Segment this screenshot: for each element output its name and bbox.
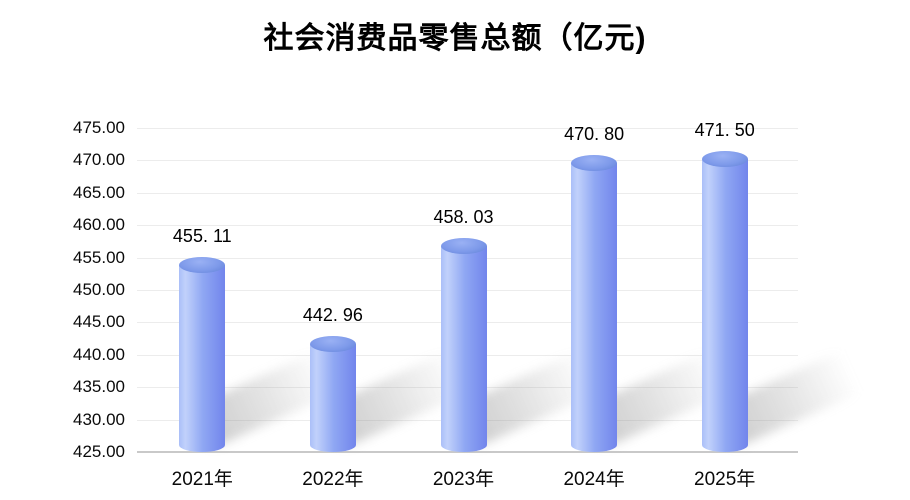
chart-title: 社会消费品零售总额（亿元) — [263, 22, 647, 55]
value-label-2024年: 470. 80 — [564, 124, 625, 145]
gridline — [137, 192, 798, 194]
y-axis-tick-label: 440.00 — [73, 344, 125, 364]
x-axis-line — [137, 451, 798, 453]
bar-2022年 — [309, 343, 356, 452]
y-axis-tick-label: 435.00 — [73, 377, 125, 397]
y-axis-tick-label: 450.00 — [73, 280, 125, 299]
bar-2024年 — [571, 163, 618, 452]
y-axis-tick-label: 455.00 — [73, 247, 125, 267]
y-axis-tick-label: 445.00 — [73, 312, 125, 332]
y-axis-tick-label: 425.00 — [73, 442, 125, 461]
bar-cylinder-top-2022年 — [309, 335, 356, 352]
x-axis-label-2024年: 2024年 — [563, 469, 625, 490]
y-axis-tick-label: 460.00 — [73, 215, 125, 235]
gridline — [137, 225, 798, 227]
y-axis-tick-label: 470.00 — [73, 150, 125, 170]
value-label-2025年: 471. 50 — [694, 119, 755, 140]
value-label-2021年: 455. 11 — [172, 225, 232, 246]
y-axis-tick-label: 465.00 — [73, 182, 125, 202]
gridline — [137, 160, 798, 162]
bar-cylinder-top-2021年 — [179, 256, 226, 273]
x-axis-label-2023年: 2023年 — [432, 469, 495, 490]
bar-2021年 — [179, 264, 226, 452]
x-axis-label-2025年: 2025年 — [694, 469, 756, 490]
bar-cylinder-top-2023年 — [440, 237, 487, 254]
value-label-2022年: 442. 96 — [302, 304, 363, 325]
y-axis-tick-label: 430.00 — [73, 409, 125, 429]
value-label-2023年: 458. 03 — [433, 206, 494, 227]
bar-2025年 — [701, 158, 748, 452]
bar-2023年 — [440, 245, 487, 452]
x-axis-label-2022年: 2022年 — [302, 469, 364, 490]
x-axis-label-2021年: 2021年 — [171, 469, 233, 490]
y-axis-tick-label: 475.00 — [73, 118, 125, 137]
gridline — [137, 128, 798, 129]
bar-cylinder-top-2024年 — [571, 155, 618, 172]
bar-cylinder-top-2025年 — [701, 150, 748, 167]
